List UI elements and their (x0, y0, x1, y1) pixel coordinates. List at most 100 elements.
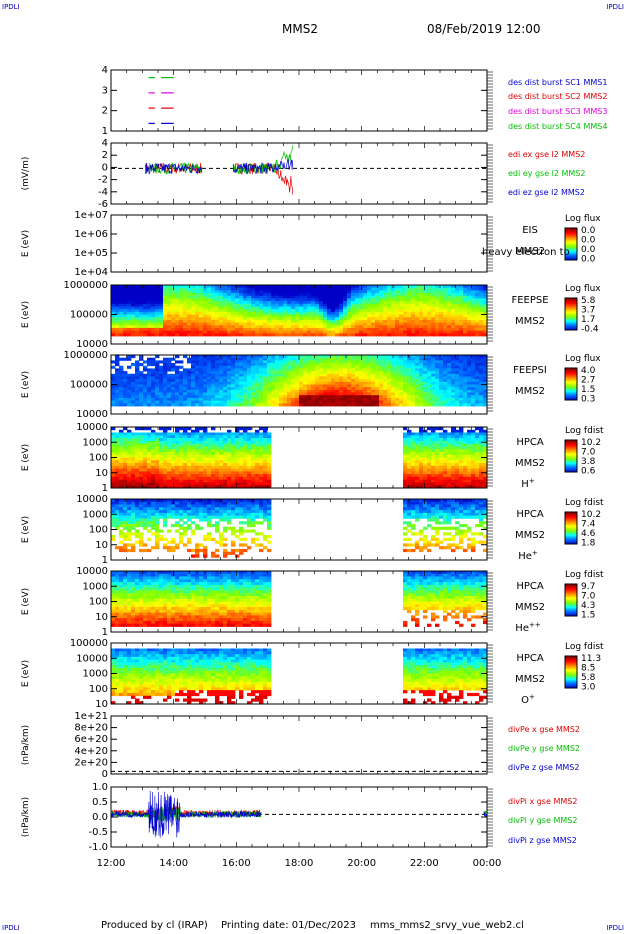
feepsi-cell (115, 379, 120, 383)
feepse-cell (207, 303, 212, 307)
feepse-cell (399, 303, 404, 307)
hpca_h-cell (247, 463, 252, 467)
feepse-cell (135, 317, 140, 321)
feepse-cell (171, 293, 176, 297)
hpca_h-cell (251, 438, 256, 442)
hpca_h-cell (175, 468, 180, 472)
feepse-cell (331, 295, 336, 299)
feepse-cell (151, 314, 156, 318)
feepsi-cell (131, 400, 136, 404)
feepse-cell (215, 317, 220, 321)
feepsi-cell (331, 389, 336, 393)
hpca_h-cell (119, 476, 124, 481)
feepsi-cell (175, 368, 180, 372)
hpca_h-cell (263, 432, 268, 436)
feepse-cell (167, 325, 172, 329)
feepse-cell (179, 327, 184, 331)
feepsi-cell (251, 371, 256, 375)
feepsi-cell (247, 395, 252, 399)
feepse-cell (455, 327, 460, 331)
feepse-cell (119, 303, 124, 307)
hpca_h-cell (151, 452, 156, 456)
hpca_h-cell (199, 449, 204, 453)
feepse-cell (123, 322, 128, 326)
hpca_h-cell (407, 471, 412, 475)
feepse-cell (327, 287, 332, 291)
feepse-cell (479, 333, 484, 337)
hpca_h-cell (187, 474, 192, 478)
hpca_h-cell (235, 471, 240, 475)
feepse-cell (367, 317, 372, 321)
feepse-cell (139, 295, 144, 299)
feepsi-cell (279, 363, 284, 367)
feepsi-cell (163, 403, 168, 407)
feepsi-cell (363, 400, 368, 404)
feepsi-cell (179, 403, 184, 407)
feepsi-cell (219, 368, 224, 372)
hpca_h-cell (179, 438, 184, 442)
feepse-cell (243, 303, 248, 307)
hpca_h-cell (415, 454, 420, 458)
feepsi-cell (143, 384, 148, 388)
feepsi-cell (119, 403, 124, 407)
feepsi-cell (139, 389, 144, 393)
feepse-cell (343, 285, 348, 289)
feepsi-cell (251, 387, 256, 391)
feepse-cell (247, 309, 252, 313)
feepsi-cell (243, 387, 248, 391)
feepse-cell (243, 293, 248, 297)
hpca_h-cell (151, 449, 156, 453)
feepsi-cell (123, 376, 128, 380)
feepsi-cell (187, 384, 192, 388)
eis-cbar-cell (565, 236, 577, 238)
feepsi-cell (175, 403, 180, 407)
edi-ylabel: (mV/m) (21, 157, 31, 191)
feepse-cell (351, 290, 356, 294)
feepse-cell (471, 309, 476, 313)
feepsi-cell (231, 397, 236, 401)
feepsi-cell (343, 403, 348, 407)
feepse-cell (455, 298, 460, 302)
feepse-cell (111, 287, 116, 291)
hpca_h-cell (131, 476, 136, 481)
feepsi-cell (223, 365, 228, 369)
feepse-cell (195, 330, 200, 334)
feepsi-cell (407, 360, 412, 364)
feepsi-cell (283, 400, 288, 404)
hpca_h-cell (143, 435, 148, 439)
hpca_h-cell (195, 471, 200, 475)
feepsi-cell (215, 381, 220, 385)
feepsi-cell (375, 365, 380, 369)
feepse-cell (343, 325, 348, 329)
feepse-cell (135, 330, 140, 334)
hpca_h-cell (235, 429, 240, 433)
feepse-cell (135, 314, 140, 318)
feepsi-cell (275, 387, 280, 391)
feepsi-cell (291, 403, 296, 407)
feepse-cell (255, 301, 260, 305)
feepsi-cell (215, 400, 220, 404)
feepse-cell (331, 319, 336, 323)
feepse-cell (315, 325, 320, 329)
feepse-cell (191, 295, 196, 299)
hpca_h-cell (203, 482, 208, 486)
feepsi-cell (307, 376, 312, 380)
feepsi-cell (183, 389, 188, 393)
feepsi-cell (475, 357, 480, 361)
feepsi-cell (467, 371, 472, 375)
feepse-cell (339, 333, 344, 337)
hpca_h-cell (127, 446, 132, 450)
feepsi-cell (279, 387, 284, 391)
hpca_h-cell (175, 449, 180, 453)
hpca_h-cell (127, 429, 132, 433)
feepse-cell (195, 314, 200, 318)
feepse-cell (127, 333, 132, 337)
feepse-cell (463, 325, 468, 329)
hpca_h-cell (239, 460, 244, 464)
feepsi-cell (155, 365, 160, 369)
feepse-cell (327, 319, 332, 323)
hpca_h-cell (239, 463, 244, 467)
feepsi-cell (355, 395, 360, 399)
feepse-cell (171, 306, 176, 310)
